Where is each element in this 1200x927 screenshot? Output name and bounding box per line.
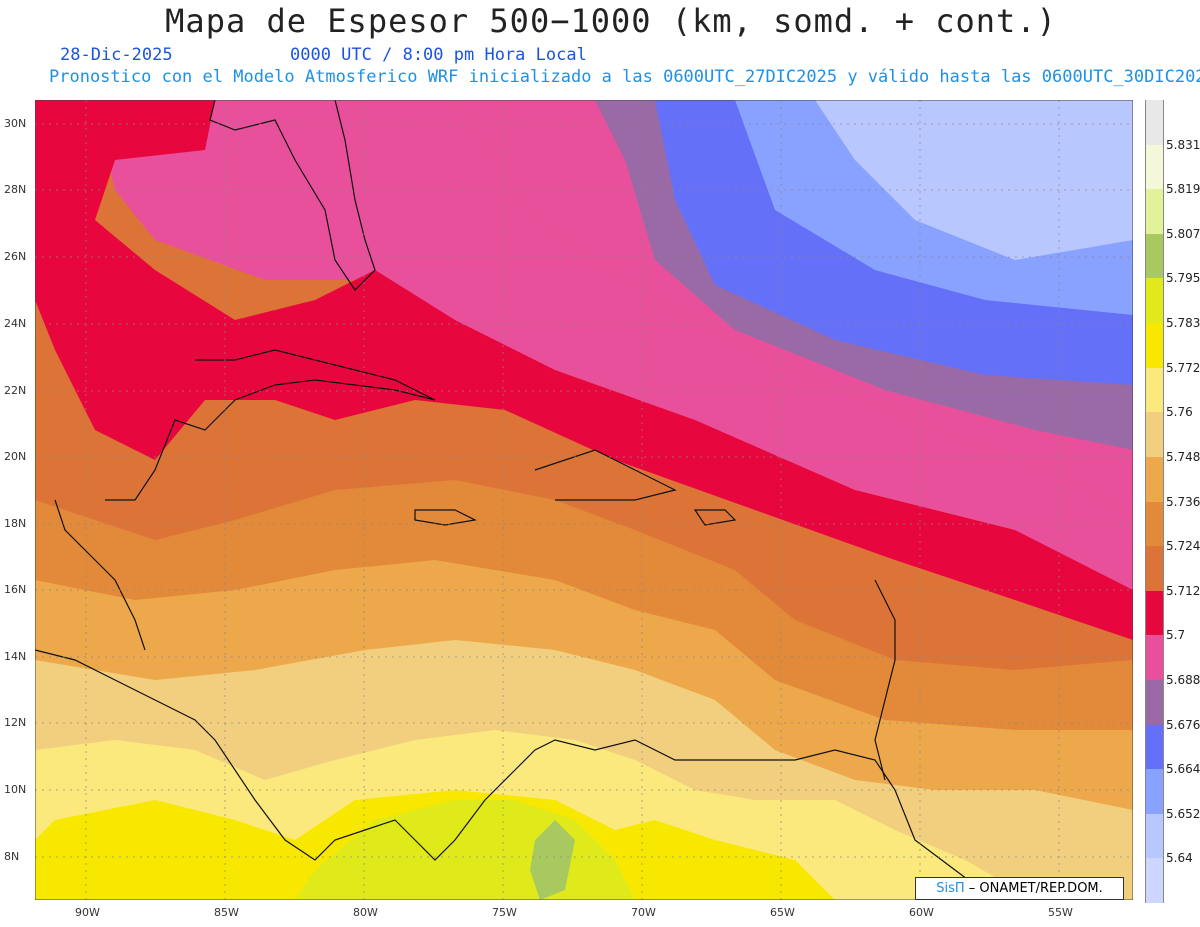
lat-label-10n: 10N — [4, 783, 27, 796]
lon-label-55w: 55W — [1048, 906, 1073, 919]
colorbar-label: 5.736 — [1166, 494, 1200, 509]
lat-label-12n: 12N — [4, 716, 27, 729]
lon-label-75w: 75W — [492, 906, 517, 919]
colorbar-swatch — [1145, 635, 1164, 681]
lon-label-90w: 90W — [75, 906, 100, 919]
colorbar-swatch — [1145, 323, 1164, 369]
colorbar-label: 5.807 — [1166, 226, 1200, 241]
colorbar-label: 5.831 — [1166, 137, 1200, 152]
colorbar-label: 5.819 — [1166, 182, 1200, 197]
colorbar-label: 5.652 — [1166, 806, 1200, 821]
colorbar-swatch — [1145, 590, 1164, 636]
colorbar-swatch — [1145, 456, 1164, 502]
colorbar-swatch — [1145, 233, 1164, 279]
lat-label-14n: 14N — [4, 650, 27, 663]
credit-brand: SisΠ — [936, 881, 965, 896]
colorbar-label: 5.712 — [1166, 583, 1200, 598]
lat-label-30n: 30N — [4, 117, 27, 130]
lat-label-20n: 20N — [4, 450, 27, 463]
lon-label-65w: 65W — [770, 906, 795, 919]
lat-label-26n: 26N — [4, 250, 27, 263]
colorbar-label: 5.664 — [1166, 762, 1200, 777]
forecast-info: Pronostico con el Modelo Atmosferico WRF… — [49, 67, 1200, 87]
lon-label-70w: 70W — [631, 906, 656, 919]
colorbar-label: 5.688 — [1166, 672, 1200, 687]
credit-text: – ONAMET/REP.DOM. — [964, 881, 1103, 896]
colorbar-swatch — [1145, 679, 1164, 726]
colorbar-swatch — [1145, 278, 1164, 324]
lon-label-80w: 80W — [353, 906, 378, 919]
colorbar-label: 5.783 — [1166, 316, 1200, 331]
colorbar-label: 5.748 — [1166, 449, 1200, 464]
colorbar-swatch — [1145, 367, 1164, 413]
date-label: 28-Dic-2025 — [60, 45, 173, 65]
colorbar-swatch — [1145, 100, 1164, 146]
colorbar-label: 5.64 — [1166, 851, 1193, 866]
colorbar-label: 5.772 — [1166, 360, 1200, 375]
lat-label-22n: 22N — [4, 384, 27, 397]
colorbar-label: 5.76 — [1166, 405, 1193, 420]
colorbar-label: 5.676 — [1166, 717, 1200, 732]
credit-box: SisΠ – ONAMET/REP.DOM. — [915, 877, 1124, 900]
colorbar-swatch — [1145, 769, 1164, 815]
colorbar-swatch — [1145, 501, 1164, 547]
colorbar-swatch — [1145, 724, 1164, 770]
lon-label-85w: 85W — [214, 906, 239, 919]
lat-label-16n: 16N — [4, 583, 27, 596]
thickness-map — [35, 100, 1133, 900]
colorbar-swatch — [1145, 858, 1164, 904]
colorbar-label: 5.795 — [1166, 271, 1200, 286]
colorbar-label: 5.7 — [1166, 628, 1186, 643]
colorbar-swatch — [1145, 144, 1164, 190]
lat-label-8n: 8N — [4, 850, 20, 863]
map-title: Mapa de Espesor 500−1000 (km, somd. + co… — [165, 2, 1057, 40]
colorbar-swatch — [1145, 412, 1164, 458]
lon-label-60w: 60W — [909, 906, 934, 919]
colorbar-label: 5.724 — [1166, 539, 1200, 554]
colorbar-swatch — [1145, 189, 1164, 235]
time-label: 0000 UTC / 8:00 pm Hora Local — [290, 45, 587, 65]
colorbar-swatch — [1145, 813, 1164, 859]
lat-label-28n: 28N — [4, 183, 27, 196]
lat-label-24n: 24N — [4, 317, 27, 330]
colorbar-swatch — [1145, 546, 1164, 592]
lat-label-18n: 18N — [4, 517, 27, 530]
